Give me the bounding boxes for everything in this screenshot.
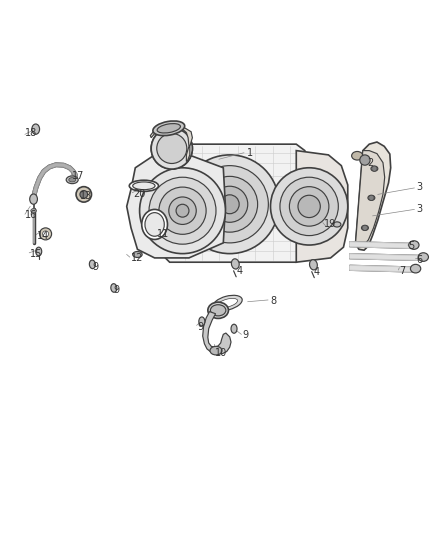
Ellipse shape xyxy=(208,302,229,318)
Ellipse shape xyxy=(30,194,37,204)
Ellipse shape xyxy=(89,260,95,269)
Ellipse shape xyxy=(153,121,185,135)
Text: 7: 7 xyxy=(399,266,406,276)
Circle shape xyxy=(76,187,92,202)
Circle shape xyxy=(42,231,49,237)
Text: 9: 9 xyxy=(114,285,120,295)
Circle shape xyxy=(157,133,187,164)
Circle shape xyxy=(372,166,377,171)
Polygon shape xyxy=(356,142,391,250)
Ellipse shape xyxy=(371,166,378,171)
Ellipse shape xyxy=(151,128,192,169)
Text: 1: 1 xyxy=(247,148,253,158)
Circle shape xyxy=(80,190,88,198)
Circle shape xyxy=(149,177,216,244)
Circle shape xyxy=(140,168,226,254)
Circle shape xyxy=(180,155,279,254)
Circle shape xyxy=(202,176,258,232)
Ellipse shape xyxy=(157,133,187,164)
Circle shape xyxy=(220,195,239,214)
Text: 11: 11 xyxy=(157,229,169,239)
Ellipse shape xyxy=(31,208,36,213)
Ellipse shape xyxy=(333,222,341,227)
Polygon shape xyxy=(163,144,305,262)
Ellipse shape xyxy=(133,182,155,190)
Polygon shape xyxy=(203,312,231,354)
Circle shape xyxy=(360,155,370,165)
Polygon shape xyxy=(127,155,226,258)
Circle shape xyxy=(271,168,348,245)
Circle shape xyxy=(151,128,192,169)
Text: 15: 15 xyxy=(30,248,42,259)
Ellipse shape xyxy=(410,264,421,273)
Ellipse shape xyxy=(66,176,78,184)
Text: 12: 12 xyxy=(131,253,143,263)
Text: 10: 10 xyxy=(215,348,227,358)
Ellipse shape xyxy=(133,252,142,257)
Text: 4: 4 xyxy=(236,266,242,276)
Text: 2: 2 xyxy=(367,158,373,168)
Polygon shape xyxy=(296,151,348,262)
Ellipse shape xyxy=(213,295,242,311)
Text: 4: 4 xyxy=(314,266,320,277)
Circle shape xyxy=(212,186,248,222)
Text: 9: 9 xyxy=(243,330,249,340)
Circle shape xyxy=(191,166,268,243)
Ellipse shape xyxy=(129,180,159,191)
Text: 13: 13 xyxy=(79,191,92,201)
Text: 9: 9 xyxy=(92,262,99,272)
Text: 20: 20 xyxy=(133,189,145,198)
Circle shape xyxy=(159,187,206,235)
Circle shape xyxy=(362,225,367,230)
Ellipse shape xyxy=(368,195,375,200)
Text: 17: 17 xyxy=(72,172,85,181)
Ellipse shape xyxy=(210,346,222,355)
Ellipse shape xyxy=(418,253,428,261)
Ellipse shape xyxy=(111,284,117,292)
Ellipse shape xyxy=(210,305,226,316)
Text: 18: 18 xyxy=(25,128,37,139)
Circle shape xyxy=(39,228,52,240)
Text: 8: 8 xyxy=(271,296,277,306)
Circle shape xyxy=(169,197,196,224)
Text: 9: 9 xyxy=(198,321,204,332)
Ellipse shape xyxy=(310,260,318,270)
Ellipse shape xyxy=(231,259,239,269)
Circle shape xyxy=(280,177,338,236)
Ellipse shape xyxy=(32,124,39,134)
Text: 5: 5 xyxy=(408,241,414,251)
Circle shape xyxy=(176,204,189,217)
Polygon shape xyxy=(356,151,385,247)
Ellipse shape xyxy=(69,177,76,182)
Ellipse shape xyxy=(142,209,167,239)
Ellipse shape xyxy=(145,213,164,236)
Ellipse shape xyxy=(352,151,363,160)
Ellipse shape xyxy=(157,124,180,133)
Text: 6: 6 xyxy=(417,255,423,265)
Circle shape xyxy=(298,195,320,217)
Ellipse shape xyxy=(361,225,368,230)
Text: 19: 19 xyxy=(324,219,336,229)
Text: 3: 3 xyxy=(417,204,423,214)
Polygon shape xyxy=(150,126,192,161)
Ellipse shape xyxy=(231,324,237,333)
Text: 16: 16 xyxy=(25,210,37,220)
Circle shape xyxy=(369,195,374,200)
Ellipse shape xyxy=(409,241,419,249)
Text: 14: 14 xyxy=(36,231,49,240)
Text: 3: 3 xyxy=(417,182,423,192)
Ellipse shape xyxy=(36,247,42,256)
Ellipse shape xyxy=(218,298,237,308)
Ellipse shape xyxy=(199,317,205,326)
Circle shape xyxy=(290,187,329,226)
